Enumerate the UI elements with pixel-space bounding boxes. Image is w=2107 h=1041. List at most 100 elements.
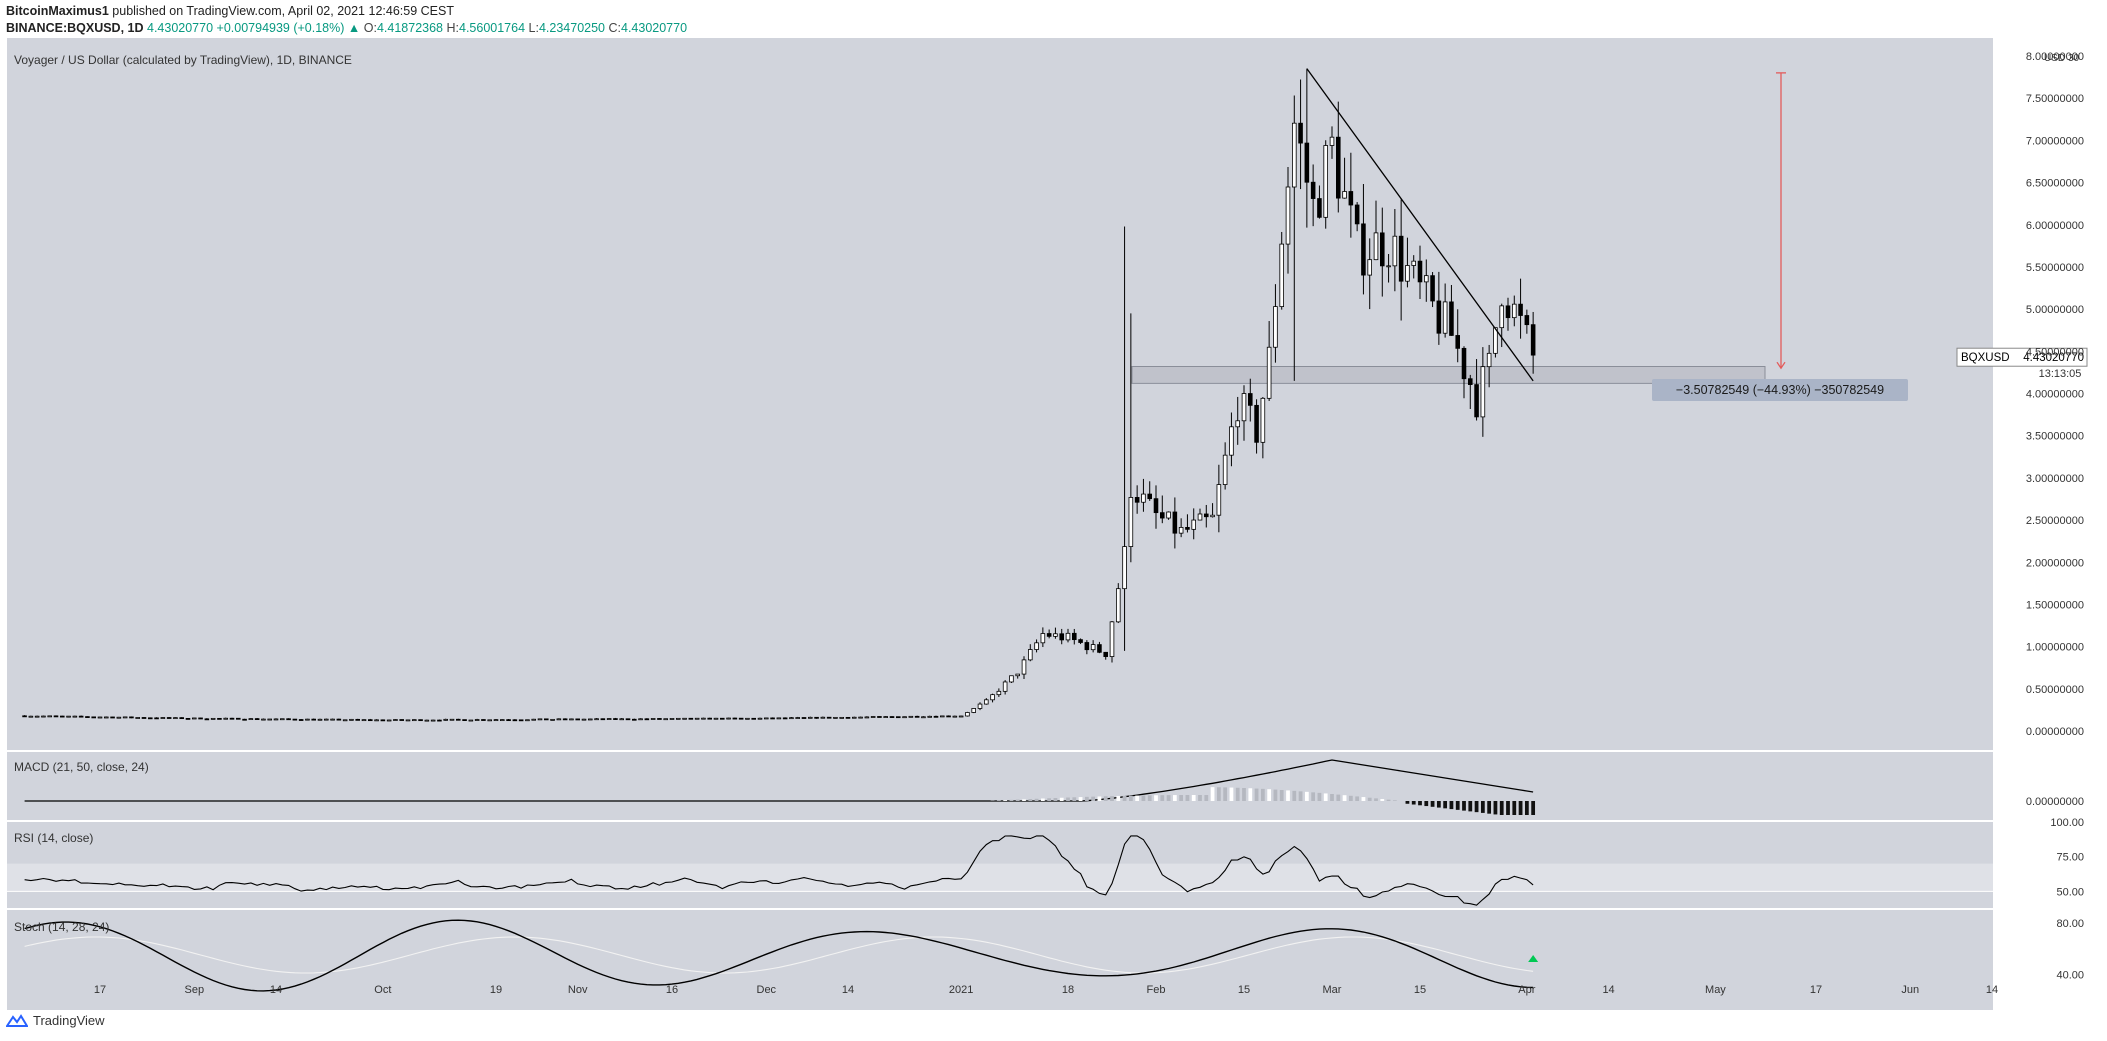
- candle-body: [537, 718, 543, 721]
- candle-body: [883, 716, 888, 718]
- candle-body: [22, 715, 27, 718]
- candle-body: [1103, 651, 1109, 657]
- axis-bg-rsi: [1993, 822, 2107, 908]
- candle-body: [952, 715, 958, 718]
- macd-histogram-bar: [1248, 788, 1253, 801]
- candle-body: [826, 716, 832, 719]
- candle-body: [852, 716, 857, 719]
- candle-body: [1455, 335, 1461, 349]
- candle-body: [110, 716, 115, 719]
- candle-body: [1266, 346, 1272, 399]
- candle-body: [1128, 497, 1134, 547]
- candle-body: [1354, 204, 1360, 225]
- macd-histogram-bar: [1311, 792, 1316, 801]
- stoch-y-tick: 80.00: [2056, 918, 2084, 930]
- macd-histogram-bar: [1198, 795, 1202, 801]
- candle-body: [726, 717, 731, 720]
- y-axis-top-label: 30: [2068, 53, 2080, 64]
- candle-body: [808, 716, 813, 719]
- rsi-line: [24, 835, 1534, 906]
- macd-histogram-bar: [1405, 801, 1410, 804]
- candle-body: [745, 717, 750, 720]
- candle-body: [1059, 633, 1065, 641]
- candle-body: [336, 718, 342, 721]
- macd-histogram-bar: [1292, 790, 1297, 801]
- candle-body: [594, 718, 599, 721]
- tradingview-logo-icon: [6, 1013, 28, 1027]
- macd-histogram-bar: [1160, 795, 1165, 801]
- candle-body: [1442, 301, 1448, 334]
- y-tick-label: 2.00000000: [2026, 557, 2084, 569]
- macd-histogram-bar: [1154, 795, 1158, 801]
- candle-body: [606, 718, 612, 720]
- candle-body: [669, 718, 675, 720]
- y-tick-label: 0.00000000: [2026, 726, 2084, 738]
- support-zone: [1131, 366, 1766, 384]
- macd-histogram-bar: [1191, 795, 1196, 801]
- candle-body: [1160, 512, 1165, 519]
- candle-body: [977, 703, 983, 709]
- candle-body: [487, 719, 493, 722]
- x-tick-label: Oct: [374, 984, 391, 996]
- candle-body: [751, 717, 756, 720]
- macd-histogram-bar: [1128, 795, 1133, 801]
- x-tick-label: 14: [1602, 984, 1614, 996]
- candle-body: [770, 717, 775, 720]
- candle-body: [1480, 366, 1486, 418]
- close-value: 4.43020770: [621, 21, 688, 35]
- candle-body: [1021, 659, 1027, 675]
- candle-body: [355, 718, 361, 721]
- candle-body: [858, 716, 863, 719]
- candle-body: [506, 719, 511, 722]
- open-label: O:: [363, 21, 377, 35]
- candle-body: [499, 719, 505, 722]
- candle-body: [833, 716, 838, 719]
- candle-body: [41, 715, 46, 718]
- candle-body: [204, 718, 210, 721]
- axis-bg-main: [1993, 38, 2107, 750]
- macd-histogram-bar: [1078, 797, 1083, 801]
- candle-body: [47, 715, 52, 718]
- macd-histogram-bar: [1210, 787, 1215, 801]
- candle-body: [248, 718, 254, 721]
- candle-body: [512, 719, 518, 722]
- macd-histogram-bar: [1260, 788, 1265, 801]
- candle-body: [694, 717, 700, 720]
- y-tick-label: 4.00000000: [2026, 389, 2084, 401]
- author-name[interactable]: BitcoinMaximus1: [6, 4, 109, 18]
- x-tick-label: Jun: [1901, 984, 1919, 996]
- candle-body: [1499, 305, 1505, 329]
- macd-histogram-bar: [1267, 789, 1272, 801]
- candle-body: [1317, 198, 1322, 218]
- y-tick-label: 7.50000000: [2026, 93, 2084, 105]
- macd-histogram-bar: [1066, 797, 1070, 801]
- macd-histogram-bar: [1392, 800, 1397, 801]
- macd-histogram-bar: [1286, 790, 1290, 801]
- candle-body: [474, 719, 480, 721]
- macd-histogram-bar: [1317, 792, 1322, 801]
- price-change: +0.00794939 (+0.18%): [216, 21, 345, 35]
- candle-body: [430, 719, 436, 722]
- candle-body: [720, 717, 725, 720]
- candle-body: [902, 716, 907, 719]
- candle-body: [1430, 275, 1435, 302]
- header-line-2: BINANCE:BQXUSD, 1D 4.43020770 +0.0079493…: [6, 21, 687, 35]
- macd-histogram-bar: [1279, 789, 1284, 801]
- candle-body: [405, 719, 411, 722]
- x-tick-label: 14: [1986, 984, 1998, 996]
- candle-body: [298, 719, 304, 721]
- y-tick-label: 6.50000000: [2026, 178, 2084, 190]
- footer-brand[interactable]: TradingView: [6, 1013, 105, 1028]
- x-tick-label: 14: [842, 984, 854, 996]
- candle-body: [1398, 235, 1404, 282]
- candle-body: [305, 718, 310, 721]
- candle-body: [185, 718, 191, 720]
- candle-body: [455, 718, 461, 721]
- macd-histogram-bar: [1141, 795, 1146, 801]
- macd-histogram-bar: [1242, 788, 1246, 801]
- candle-body: [424, 719, 430, 722]
- candle-body: [663, 718, 668, 721]
- candle-body: [279, 718, 285, 721]
- candle-body: [217, 717, 222, 720]
